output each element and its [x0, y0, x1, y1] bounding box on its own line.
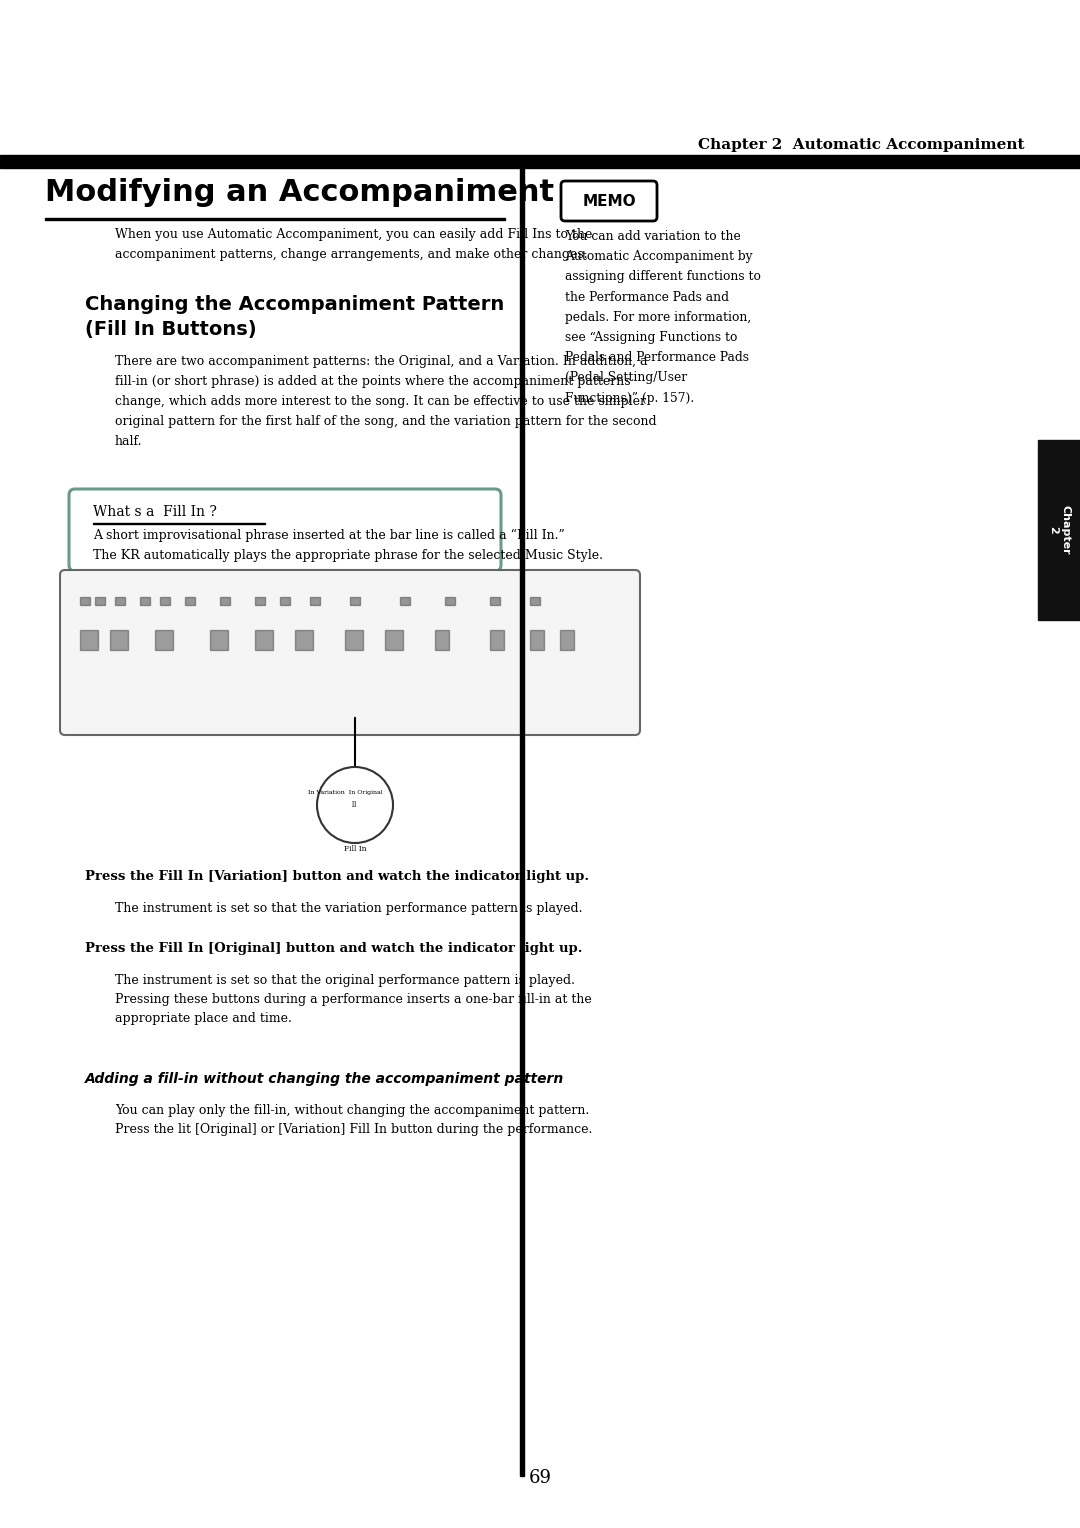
Text: Press the Fill In [Original] button and watch the indicator light up.: Press the Fill In [Original] button and … [85, 941, 582, 955]
Bar [519, 168, 524, 1476]
Text: Press the Fill In [Variation] button and watch the indicator light up.: Press the Fill In [Variation] button and… [85, 869, 589, 883]
Text: Adding a fill-in without changing the accompaniment pattern: Adding a fill-in without changing the ac… [85, 1073, 564, 1086]
Bar [335, 798, 351, 811]
Bar [310, 597, 320, 605]
Text: You can add variation to the
Automatic Accompaniment by
assigning different func: You can add variation to the Automatic A… [565, 231, 761, 405]
Bar [45, 219, 505, 220]
Bar [530, 630, 544, 649]
Text: When you use Automatic Accompaniment, you can easily add Fill Ins to the
accompa: When you use Automatic Accompaniment, yo… [114, 228, 592, 261]
Bar [1038, 440, 1080, 620]
Bar [80, 630, 98, 649]
Bar [80, 597, 90, 605]
Bar [210, 630, 228, 649]
Bar [185, 597, 195, 605]
Text: Modifying an Accompaniment: Modifying an Accompaniment [45, 177, 554, 206]
Text: There are two accompaniment patterns: the Original, and a Variation. In addition: There are two accompaniment patterns: th… [114, 354, 657, 448]
Bar [255, 597, 265, 605]
Bar [0, 157, 1080, 168]
Text: MEMO: MEMO [582, 194, 636, 208]
Bar [530, 597, 540, 605]
Bar [156, 630, 173, 649]
Text: In Variation  In Original: In Variation In Original [308, 790, 382, 795]
Text: The instrument is set so that the original performance pattern is played.
Pressi: The instrument is set so that the origin… [114, 973, 592, 1025]
Bar [445, 597, 455, 605]
Text: Fill In: Fill In [343, 845, 366, 853]
Bar [280, 597, 291, 605]
Bar [255, 630, 273, 649]
Bar [490, 630, 504, 649]
Bar [295, 630, 313, 649]
Text: Chapter
2: Chapter 2 [1048, 506, 1070, 555]
Text: A short improvisational phrase inserted at the bar line is called a “Fill In.”
T: A short improvisational phrase inserted … [93, 529, 603, 562]
Text: Changing the Accompaniment Pattern: Changing the Accompaniment Pattern [85, 295, 504, 313]
Text: Fill In: Fill In [345, 801, 365, 808]
Bar [359, 798, 375, 811]
Text: (Fill In Buttons): (Fill In Buttons) [85, 319, 257, 339]
Bar [160, 597, 170, 605]
Bar [220, 597, 230, 605]
Bar [490, 597, 500, 605]
Text: What s a  Fill In ?: What s a Fill In ? [93, 504, 217, 520]
FancyBboxPatch shape [561, 180, 657, 222]
Text: 69: 69 [528, 1468, 552, 1487]
Bar [95, 597, 105, 605]
Bar [110, 630, 129, 649]
Bar [140, 597, 150, 605]
Circle shape [318, 767, 393, 843]
Bar [384, 630, 403, 649]
Text: You can play only the fill-in, without changing the accompaniment pattern.
Press: You can play only the fill-in, without c… [114, 1105, 592, 1135]
Bar [345, 630, 363, 649]
FancyBboxPatch shape [69, 489, 501, 571]
Bar [114, 597, 125, 605]
Text: Chapter 2  Automatic Accompaniment: Chapter 2 Automatic Accompaniment [699, 138, 1025, 151]
Bar [561, 630, 573, 649]
Bar [400, 597, 410, 605]
FancyBboxPatch shape [60, 570, 640, 735]
Bar [435, 630, 449, 649]
Bar [350, 597, 360, 605]
Text: The instrument is set so that the variation performance pattern is played.: The instrument is set so that the variat… [114, 902, 582, 915]
Bar [0, 154, 1080, 157]
